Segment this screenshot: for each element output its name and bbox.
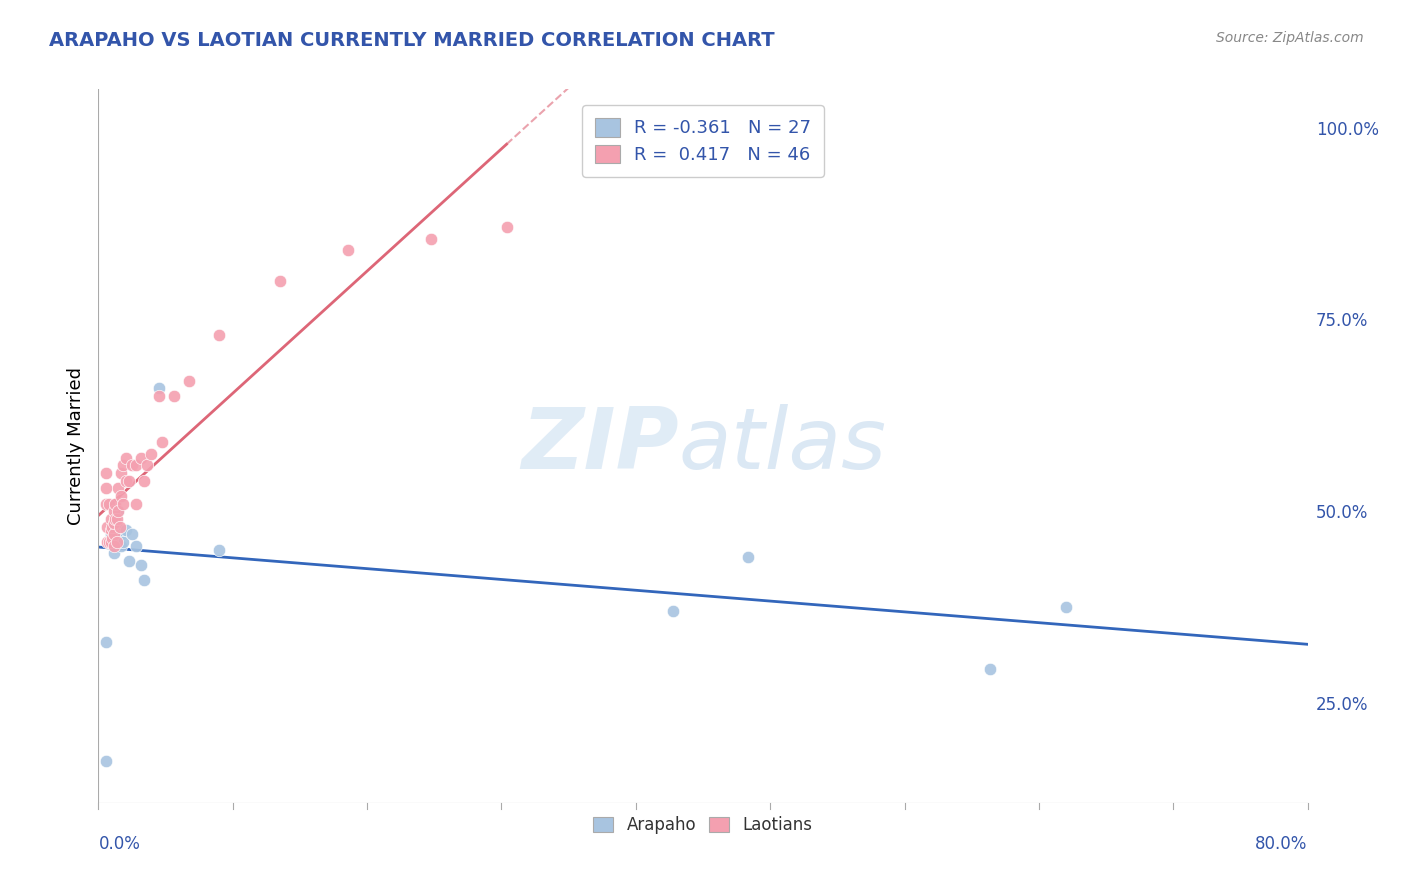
- Point: [103, 546, 125, 560]
- Point: [94, 466, 117, 480]
- Point: [101, 524, 124, 538]
- Point: [114, 524, 136, 538]
- Text: ZIP: ZIP: [522, 404, 679, 488]
- Point: [100, 524, 122, 538]
- Point: [105, 519, 128, 533]
- Point: [125, 539, 148, 553]
- Point: [118, 474, 141, 488]
- Point: [737, 550, 759, 565]
- Point: [495, 220, 517, 235]
- Point: [125, 458, 148, 473]
- Point: [105, 531, 128, 545]
- Point: [110, 489, 132, 503]
- Point: [103, 504, 125, 518]
- Point: [114, 474, 136, 488]
- Point: [101, 531, 124, 545]
- Text: 0.0%: 0.0%: [98, 835, 141, 853]
- Point: [98, 535, 121, 549]
- Point: [110, 539, 132, 553]
- Legend: Arapaho, Laotians: Arapaho, Laotians: [586, 810, 820, 841]
- Point: [269, 274, 291, 288]
- Point: [100, 531, 122, 545]
- Point: [100, 512, 122, 526]
- Point: [103, 539, 125, 553]
- Point: [141, 447, 163, 461]
- Point: [208, 327, 231, 342]
- Point: [107, 504, 129, 518]
- Point: [94, 497, 117, 511]
- Point: [100, 535, 122, 549]
- Point: [125, 497, 148, 511]
- Point: [111, 458, 134, 473]
- Point: [132, 474, 155, 488]
- Point: [208, 542, 231, 557]
- Point: [103, 516, 125, 530]
- Point: [150, 435, 173, 450]
- Point: [148, 389, 170, 403]
- Point: [129, 450, 152, 465]
- Point: [110, 466, 132, 480]
- Point: [111, 535, 134, 549]
- Point: [121, 458, 143, 473]
- Point: [118, 554, 141, 568]
- Point: [132, 574, 155, 588]
- Point: [98, 535, 121, 549]
- Point: [101, 519, 124, 533]
- Point: [104, 497, 127, 511]
- Point: [108, 519, 131, 533]
- Point: [979, 661, 1001, 675]
- Point: [94, 634, 117, 648]
- Y-axis label: Currently Married: Currently Married: [66, 367, 84, 525]
- Point: [110, 527, 132, 541]
- Point: [121, 527, 143, 541]
- Point: [98, 497, 121, 511]
- Text: ARAPAHO VS LAOTIAN CURRENTLY MARRIED CORRELATION CHART: ARAPAHO VS LAOTIAN CURRENTLY MARRIED COR…: [49, 31, 775, 50]
- Point: [661, 604, 683, 618]
- Point: [103, 539, 125, 553]
- Point: [94, 754, 117, 768]
- Point: [135, 458, 157, 473]
- Point: [105, 512, 128, 526]
- Point: [107, 481, 129, 495]
- Point: [107, 504, 129, 518]
- Point: [96, 519, 118, 533]
- Point: [114, 450, 136, 465]
- Point: [104, 512, 127, 526]
- Text: 80.0%: 80.0%: [1256, 835, 1308, 853]
- Text: atlas: atlas: [679, 404, 887, 488]
- Point: [96, 535, 118, 549]
- Point: [148, 381, 170, 395]
- Point: [336, 244, 359, 258]
- Point: [103, 519, 125, 533]
- Point: [420, 232, 443, 246]
- Point: [100, 527, 122, 541]
- Point: [103, 527, 125, 541]
- Point: [163, 389, 186, 403]
- Point: [129, 558, 152, 572]
- Point: [105, 535, 128, 549]
- Point: [94, 481, 117, 495]
- Point: [111, 497, 134, 511]
- Text: Source: ZipAtlas.com: Source: ZipAtlas.com: [1216, 31, 1364, 45]
- Point: [179, 374, 201, 388]
- Point: [1054, 600, 1077, 615]
